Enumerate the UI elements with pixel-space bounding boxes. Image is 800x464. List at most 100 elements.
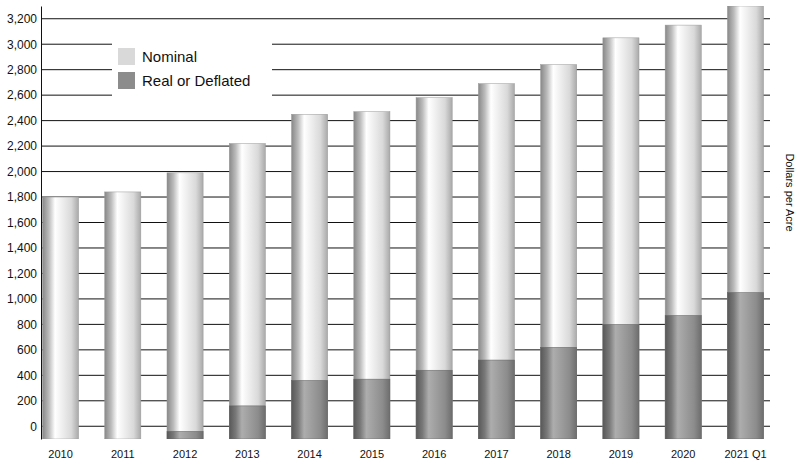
- tick: 2020: [671, 439, 695, 460]
- grid-line: [41, 375, 770, 376]
- grid: [41, 19, 770, 427]
- tick: 2011: [111, 439, 135, 460]
- grid-line: [41, 298, 770, 299]
- bar: [105, 192, 141, 439]
- bar: [541, 65, 577, 439]
- tick-label: 2,800: [7, 63, 37, 77]
- tick: 800: [17, 318, 41, 332]
- tick-label: 2014: [297, 448, 321, 460]
- tick-label: 2017: [484, 448, 508, 460]
- tick-label: 600: [17, 343, 37, 357]
- bar: [292, 380, 328, 439]
- series-bars: [167, 293, 764, 439]
- tick: 2015: [360, 439, 384, 460]
- tick: 600: [17, 343, 41, 357]
- bar: [541, 347, 577, 439]
- tick: 2018: [546, 439, 570, 460]
- legend: NominalReal or Deflated: [112, 42, 272, 98]
- tick-label: 1,600: [7, 216, 37, 230]
- axis-title: Dollars per Acre: [784, 153, 796, 231]
- bar: [665, 25, 701, 439]
- bar: [603, 324, 639, 439]
- tick-label: 1,800: [7, 190, 37, 204]
- tick-label: 400: [17, 369, 37, 383]
- tick-label: 2013: [235, 448, 259, 460]
- tick-label: 1,000: [7, 292, 37, 306]
- tick: 0: [30, 420, 41, 434]
- tick: 2017: [484, 439, 508, 460]
- legend-swatch: [118, 48, 135, 65]
- tick: 2,400: [7, 114, 41, 128]
- tick-label: 2018: [546, 448, 570, 460]
- tick: 3,200: [7, 12, 41, 26]
- bar: [167, 173, 203, 439]
- tick-label: 2015: [360, 448, 384, 460]
- grid-line: [41, 247, 770, 248]
- tick-label: 2021 Q1: [724, 448, 766, 460]
- bar: [229, 406, 265, 439]
- tick: 1,400: [7, 241, 41, 255]
- tick: 2,800: [7, 63, 41, 77]
- tick-label: 2011: [111, 448, 135, 460]
- bar: [478, 360, 514, 439]
- legend-swatch: [118, 72, 135, 89]
- axis-line: [41, 7, 42, 440]
- bar: [727, 293, 763, 439]
- tick-label: 200: [17, 394, 37, 408]
- tick-label: 2012: [173, 448, 197, 460]
- grid-line: [41, 120, 770, 121]
- tick: 1,200: [7, 267, 41, 281]
- tick: 2021 Q1: [724, 439, 766, 460]
- tick-label: 800: [17, 318, 37, 332]
- tick: 3,000: [7, 38, 41, 52]
- tick: 2012: [173, 439, 197, 460]
- tick: 200: [17, 394, 41, 408]
- tick-label: 2,400: [7, 114, 37, 128]
- tick-label: 2019: [609, 448, 633, 460]
- tick: 2019: [609, 439, 633, 460]
- tick-label: 2010: [48, 448, 72, 460]
- tick: 2014: [297, 439, 321, 460]
- bar: [416, 98, 452, 439]
- bar: [665, 315, 701, 439]
- bar: [603, 38, 639, 439]
- tick-label: 1,400: [7, 241, 37, 255]
- bar: [727, 6, 763, 439]
- grid-line: [41, 349, 770, 350]
- tick-label: 2016: [422, 448, 446, 460]
- tick-label: 2,200: [7, 139, 37, 153]
- legend-label: Nominal: [142, 48, 197, 65]
- tick: 2016: [422, 439, 446, 460]
- tick-label: 2,600: [7, 88, 37, 102]
- bar: [416, 370, 452, 439]
- bar: [478, 84, 514, 439]
- grid-line: [41, 197, 770, 198]
- tick-label: 3,200: [7, 12, 37, 26]
- series-bars: [42, 6, 763, 439]
- tick-label: 3,000: [7, 38, 37, 52]
- tick-label: 2020: [671, 448, 695, 460]
- tick: 1,000: [7, 292, 41, 306]
- y-axis: 0 200 400 600 800 1,000 1,200 1,400 1,600 1,800 2,…: [7, 7, 42, 440]
- grid-line: [41, 18, 770, 19]
- chart: 0 200 400 600 800 1,000 1,200 1,400 1,600 1,800 2,…: [0, 0, 800, 464]
- tick: 400: [17, 369, 41, 383]
- bars: [42, 6, 763, 439]
- grid-line: [41, 426, 770, 427]
- tick-label: 2,000: [7, 165, 37, 179]
- x-axis: 2010 2011 2012 2013 2014 2015 2016 2017 2018 2019…: [48, 439, 766, 460]
- legend-entry: Nominal: [118, 48, 197, 65]
- tick: 1,600: [7, 216, 41, 230]
- grid-line: [41, 146, 770, 147]
- grid-line: [41, 171, 770, 172]
- grid-line: [41, 222, 770, 223]
- tick: 2,200: [7, 139, 41, 153]
- tick: 2010: [48, 439, 72, 460]
- tick: 2,600: [7, 88, 41, 102]
- grid-line: [41, 324, 770, 325]
- bar: [167, 431, 203, 439]
- tick-label: 0: [30, 420, 37, 434]
- bar: [229, 144, 265, 439]
- tick-label: 1,200: [7, 267, 37, 281]
- grid-line: [41, 273, 770, 274]
